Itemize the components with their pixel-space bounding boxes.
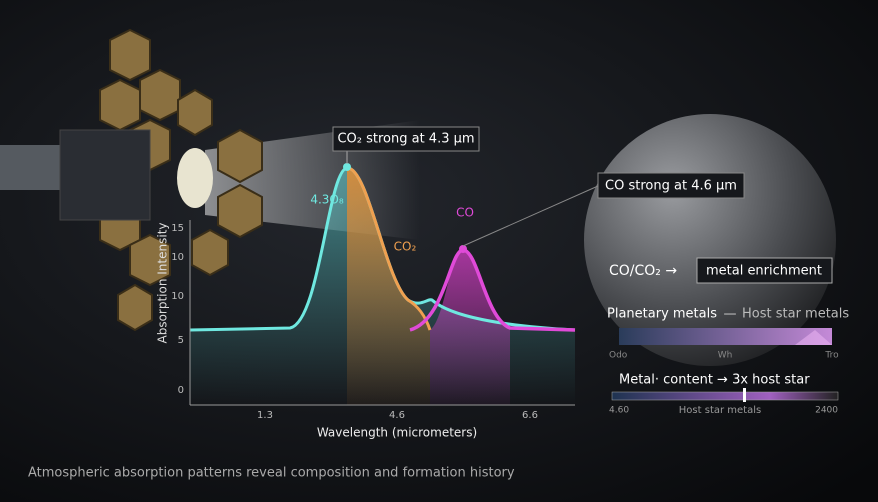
footer: Atmospheric absorption patterns reveal c…: [28, 466, 515, 481]
x-tick-label: 1.3: [257, 410, 273, 421]
y-tick-label: 15: [171, 223, 184, 234]
y-tick-label: 10: [171, 252, 184, 263]
scale-subtitle: Host star metals: [742, 307, 849, 322]
y-tick-label: 5: [178, 335, 184, 346]
x-axis-label: Wavelength (micrometers): [317, 426, 477, 440]
co-leader: [462, 185, 599, 247]
callout-box: [597, 172, 745, 199]
scale-title: Planetary metals: [607, 307, 717, 322]
content-title: Metal· content → 3x host star: [619, 373, 810, 388]
peak-label: CO: [456, 206, 474, 220]
y-ticks: 15 10 10 5 0: [171, 223, 184, 396]
solar-panel: [0, 145, 70, 190]
orange-fill: [347, 167, 430, 405]
y-axis-label: Absorption Intensity: [156, 222, 170, 343]
ratio-box: [696, 257, 833, 284]
co-peak-dot: [459, 245, 467, 253]
magenta-fill: [430, 250, 510, 405]
y-tick-label: 10: [171, 291, 184, 302]
scale-label: Odo: [609, 351, 628, 361]
scale-dash: —: [724, 307, 737, 322]
callout: CO strong at 4.6 μm: [605, 179, 737, 194]
y-tick-label: 0: [178, 385, 184, 396]
content-bar: [611, 391, 839, 401]
callout: CO₂ strong at 4.3 μm: [337, 132, 474, 147]
metals-marker: [795, 330, 832, 345]
orange-curve: [346, 166, 432, 331]
content-marker: [743, 388, 746, 402]
x-tick-label: 6.6: [522, 410, 538, 421]
metals-bar: [619, 328, 832, 345]
spacecraft-body: [59, 129, 151, 221]
peak-label: CO₂: [394, 240, 417, 254]
ratio-text: CO/CO₂ →: [609, 263, 677, 279]
x-tick-label: 4.6: [389, 410, 405, 421]
ratio-box-text: metal enrichment: [706, 264, 822, 279]
peak-label: 4.3O₈: [310, 193, 344, 207]
content-label: 2400: [815, 406, 838, 416]
content-label: 4.60: [609, 406, 629, 416]
scale-label: Tro: [824, 351, 839, 361]
telescope-mirror: [177, 148, 213, 208]
content-label: Host star metals: [679, 405, 761, 416]
x-ticks: 1.3 4.6 6.6: [257, 410, 538, 421]
scale-label: Wh: [718, 351, 733, 361]
callout-box: [332, 126, 480, 152]
co2-peak-dot: [343, 163, 351, 171]
